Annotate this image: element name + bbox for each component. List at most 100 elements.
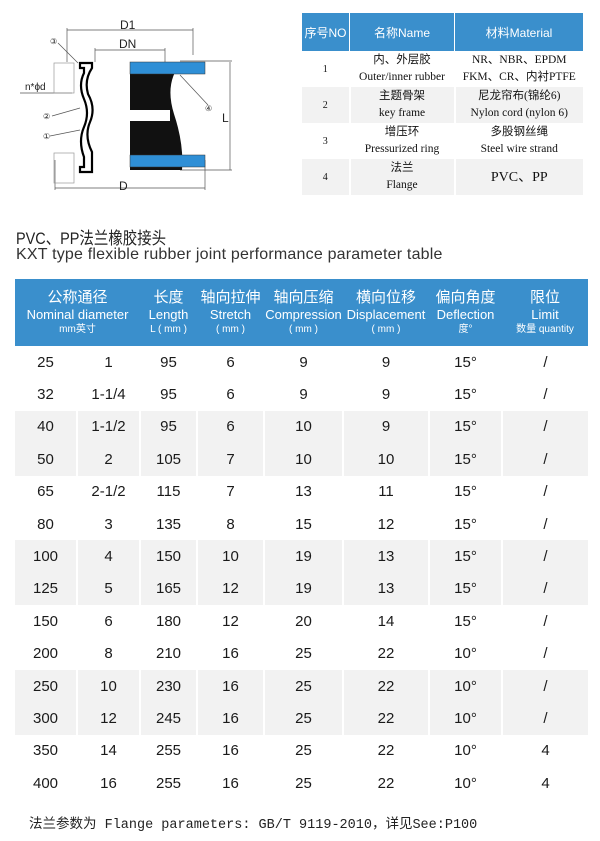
label-holes: n*ϕd [25,82,46,93]
table-cell: 15° [429,540,503,573]
table-cell: 230 [140,669,198,703]
table-cell: 9 [264,346,344,379]
table-cell: / [502,410,588,444]
header-compression: 轴向压缩 Compression ( mm ) [264,279,343,346]
table-cell: 105 [140,443,198,476]
header-zh: 轴向拉伸 [200,289,261,306]
table-cell: 15 [264,507,344,541]
table-cell: 350 [15,734,78,768]
name-zh: 增压环 [384,126,420,138]
table-cell: 400 [15,767,78,800]
table-cell: 25 [264,669,344,703]
table-cell: / [543,515,548,533]
table-cell: / [502,702,588,735]
materials-table: 序号NO 名称Name 材料Material 1 内、外层胶 Outer/inne… [302,13,583,195]
table-cell: 135 [140,507,198,541]
label-dn: DN [119,37,136,51]
name-en: key frame [378,107,426,119]
table-cell: 8 [197,507,265,541]
label-d: D [119,179,128,193]
table-cell: 10° [429,702,503,735]
material-name: 法兰 Flange [349,159,456,195]
table-cell: 12 [197,605,265,638]
material-row: 4 法兰 Flange PVC、PP [302,159,583,195]
table-cell: 11 [343,475,430,508]
table-cell: 65 [15,475,78,508]
table-cell: 15° [429,572,503,606]
header-unit: ( mm ) [289,324,318,335]
table-row: 250 10 230 16 25 22 10° / [15,669,588,703]
table-row: 350 14 255 16 25 22 10° 4 [15,734,588,768]
table-cell: 5 [77,572,141,606]
table-cell: 165 [140,572,198,606]
table-cell: 10° [429,637,503,670]
header-zh: 轴向压缩 [273,289,334,306]
table-cell: 16 [197,734,265,768]
table-cell: 9 [343,378,430,411]
table-cell: 10 [197,540,265,573]
material-no: 2 [302,87,351,123]
table-cell: 180 [140,605,198,638]
title-zh: PVC、PP法兰橡胶接头 [16,229,167,248]
footer-note: 法兰参数为 Flange parameters: GB/T 9119-2010，… [29,818,478,833]
table-cell: 13 [343,540,430,573]
header-en: Length [148,307,189,322]
header-stretch: 轴向拉伸 Stretch ( mm ) [197,279,264,346]
table-cell: 1-1/2 [77,410,141,444]
material-no: 1 [302,51,351,87]
table-cell: 9 [264,378,344,411]
table-cell: 15° [429,378,503,411]
label-c2: ② [43,112,50,121]
table-cell: 210 [140,637,198,670]
table-cell: 200 [15,637,78,670]
header-unit: L ( mm ) [150,324,187,335]
table-cell: 150 [15,605,78,638]
table-cell: 25 [264,702,344,735]
header-en: Nominal diameter [26,307,129,322]
table-cell: 115 [140,475,198,508]
table-cell: 6 [77,605,141,638]
material-value: NR、NBR、EPDM FKM、CR、内衬PTFE [455,51,584,87]
label-c3: ③ [50,37,57,46]
material-value: 多股钢丝绳 Steel wire strand [455,123,584,159]
table-cell: 19 [264,572,344,606]
rubber-joint-diagram: D1 DN D L n*ϕd ③ ② ① ④ [20,18,232,193]
table-cell: 25 [15,346,78,379]
header-unit: 度° [458,324,473,335]
table-cell: 6 [197,346,265,379]
table-cell: 80 [15,507,78,541]
table-cell: 1 [77,346,141,379]
material-2: FKM、CR、内衬PTFE [462,71,576,83]
table-row: 40 1-1/2 95 6 10 9 15° / [15,410,588,444]
table-cell: 1-1/4 [77,378,141,411]
table-cell: 6 [197,378,265,411]
table-cell: 22 [343,767,430,800]
label-l: L [222,111,229,125]
table-cell: 50 [15,443,78,476]
title-en: KXT type flexible rubber joint performan… [16,246,443,263]
table-cell: 19 [264,540,344,573]
table-cell: / [543,645,548,663]
table-row: 300 12 245 16 25 22 10° / [15,702,588,735]
table-row: 125 5 165 12 19 13 15° / [15,572,588,606]
table-cell: / [543,483,548,501]
table-cell: 14 [343,605,430,638]
unit-inch: 英寸 [75,324,96,335]
header-unit: ( mm ) [216,324,245,335]
table-cell: 25 [264,734,344,768]
table-row: 80 3 135 8 15 12 15° / [15,507,588,541]
material-1: 尼龙帘布(锦纶6) [478,90,561,102]
name-zh: 主题骨架 [379,90,425,102]
header-en: Compression [265,307,342,322]
table-cell: / [502,443,588,476]
table-cell: 15° [429,410,503,444]
material-name: 内、外层胶 Outer/inner rubber [349,51,456,87]
header-deflection: 偏向角度 Deflection 度° [429,279,502,346]
table-cell: 4 [541,742,550,760]
label-c1: ① [43,132,50,141]
mat-header-name: 名称Name [349,13,455,51]
table-cell: 2-1/2 [77,475,141,508]
table-cell: 3 [77,507,141,541]
header-zh: 限位 [529,289,560,306]
